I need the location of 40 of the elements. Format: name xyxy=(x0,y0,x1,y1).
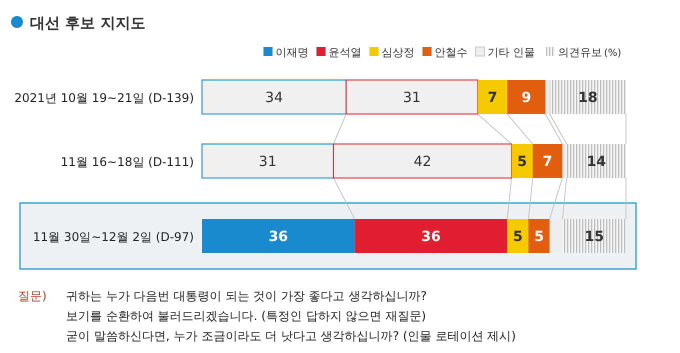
legend-label: 심상정 xyxy=(382,46,414,59)
y-tick-label: 11월 16~18일 (D-111) xyxy=(60,155,194,169)
data-label: 36 xyxy=(268,229,288,245)
data-label: 5 xyxy=(517,154,527,170)
y-tick-label: 2021년 10월 19~21일 (D-139) xyxy=(14,91,194,105)
chart-title: 대선 후보 지지도 xyxy=(30,14,146,32)
data-label: 7 xyxy=(488,90,498,106)
data-label: 5 xyxy=(513,229,523,245)
bar xyxy=(202,219,355,253)
text: 귀하는 누가 다음번 대통령이 되는 것이 가장 좋다고 생각하십니까? xyxy=(66,289,427,303)
text: 질문) xyxy=(18,289,47,303)
legend-label: 이재명 xyxy=(276,46,308,59)
data-label: 31 xyxy=(402,90,421,106)
bar xyxy=(507,219,528,253)
data-label: 7 xyxy=(542,154,552,170)
bar xyxy=(528,219,550,253)
legend-label: 의견유보 xyxy=(558,46,602,59)
data-label: 42 xyxy=(414,154,432,170)
bar xyxy=(507,80,546,114)
y-tick-label: 11월 30일~12월 2일 (D-97) xyxy=(32,230,194,244)
data-label: 9 xyxy=(521,90,532,106)
bar xyxy=(545,80,550,114)
bar xyxy=(550,219,562,253)
text: 보기를 순환하여 불러드리겠습니다. (특정인 답하지 않으면 재질문) xyxy=(66,309,426,323)
data-label: 31 xyxy=(258,154,277,170)
bar xyxy=(562,219,626,253)
text: 굳이 말씀하신다면, 누가 조금이라도 더 낫다고 생각하십니까? (인물 로테이션 제시) xyxy=(66,329,516,343)
data-label: 34 xyxy=(265,90,284,106)
data-label: 15 xyxy=(584,229,604,245)
text: (%) xyxy=(604,48,622,59)
bar xyxy=(550,80,626,114)
bar xyxy=(478,80,508,114)
data-label: 14 xyxy=(586,154,606,170)
legend-label: 윤석열 xyxy=(328,46,362,59)
data-label: 5 xyxy=(534,229,544,245)
data-label: 36 xyxy=(421,229,441,245)
data-label: 18 xyxy=(578,90,598,106)
bar xyxy=(354,219,508,253)
legend-label: 기타 인물 xyxy=(488,46,535,59)
legend-label: 안철수 xyxy=(434,46,468,59)
